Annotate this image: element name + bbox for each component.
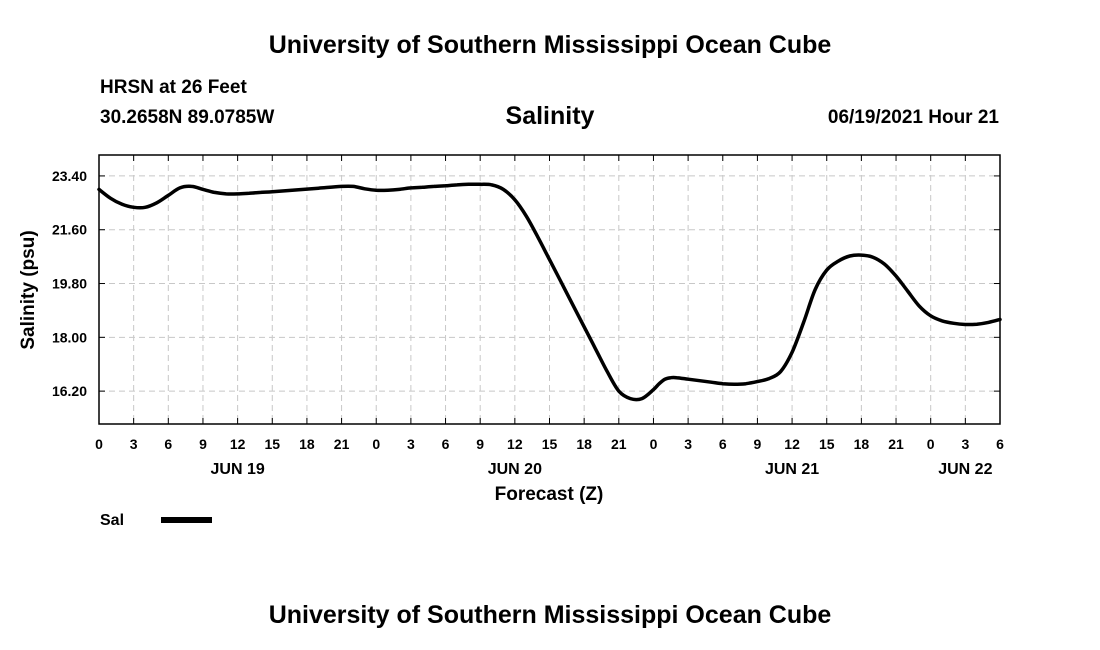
- date-label: JUN 19: [210, 461, 264, 478]
- x-tick-label: 3: [130, 436, 138, 452]
- x-tick-label: 18: [299, 436, 315, 452]
- variable-title: Salinity: [505, 102, 595, 130]
- x-tick-label: 6: [164, 436, 172, 452]
- tick-labels: 0 3 6 9 12 15 18 21 0 3 6 9 12 15 18 21 0 3 6 9 12 15 18 21 0 3 6J…: [52, 168, 1004, 478]
- x-tick-label: 21: [888, 436, 904, 452]
- x-axis-label: Forecast (Z): [495, 484, 604, 505]
- x-tick-label: 3: [684, 436, 692, 452]
- x-tick-label: 3: [961, 436, 969, 452]
- x-tick-label: 12: [784, 436, 800, 452]
- station-coordinates: 30.2658N 89.0785W: [100, 107, 275, 128]
- x-tick-label: 0: [372, 436, 380, 452]
- series-line-sal: [97, 182, 1002, 402]
- x-tick-label: 15: [819, 436, 835, 452]
- x-tick-label: 12: [507, 436, 523, 452]
- x-tick-label: 6: [996, 436, 1004, 452]
- x-tick-label: 15: [542, 436, 558, 452]
- x-tick-label: 21: [334, 436, 350, 452]
- chart-title-top: University of Southern Mississippi Ocean…: [268, 31, 832, 59]
- x-tick-label: 0: [95, 436, 103, 452]
- x-tick-label: 15: [264, 436, 280, 452]
- station-label: HRSN at 26 Feet: [100, 77, 247, 98]
- date-label: JUN 20: [488, 461, 542, 478]
- y-tick-label: 21.60: [52, 222, 87, 238]
- x-tick-label: 18: [576, 436, 592, 452]
- x-tick-label: 0: [650, 436, 658, 452]
- x-tick-label: 21: [611, 436, 627, 452]
- y-tick-label: 16.20: [52, 383, 87, 399]
- x-tick-label: 9: [199, 436, 207, 452]
- y-tick-label: 23.40: [52, 168, 87, 184]
- x-tick-label: 9: [476, 436, 484, 452]
- y-axis-label: Salinity (psu): [18, 230, 39, 349]
- legend-label: Sal: [100, 512, 124, 529]
- plot-frame: [98, 154, 1001, 425]
- y-tick-label: 19.80: [52, 276, 87, 292]
- forecast-datetime: 06/19/2021 Hour 21: [827, 107, 999, 128]
- chart-title-bottom: University of Southern Mississippi Ocean…: [268, 601, 832, 629]
- y-tick-label: 18.00: [52, 329, 87, 345]
- grid: [99, 155, 1000, 424]
- x-tick-label: 18: [854, 436, 870, 452]
- date-label: JUN 21: [765, 461, 819, 478]
- x-tick-label: 9: [754, 436, 762, 452]
- x-tick-label: 3: [407, 436, 415, 452]
- x-tick-label: 6: [442, 436, 450, 452]
- x-tick-label: 0: [927, 436, 935, 452]
- date-label: JUN 22: [938, 461, 992, 478]
- x-tick-label: 6: [719, 436, 727, 452]
- x-tick-label: 12: [230, 436, 246, 452]
